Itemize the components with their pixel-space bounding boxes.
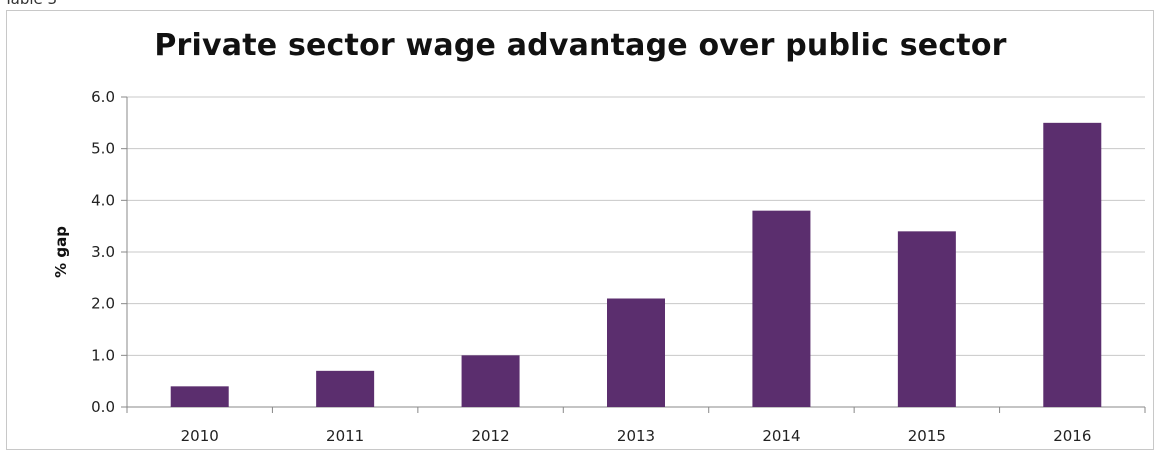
y-tick-label: 4.0: [91, 191, 115, 209]
y-tick-label: 0.0: [91, 398, 115, 416]
y-tick-label: 2.0: [91, 295, 115, 313]
y-tick-labels: 0.0 1.0 2.0 3.0 4.0 5.0 6.0: [91, 88, 115, 416]
bars: [171, 123, 1102, 407]
bar-2016: [1043, 123, 1101, 407]
x-tick-label: 2011: [326, 427, 364, 445]
x-tick-label: 2012: [471, 427, 509, 445]
x-tick-label: 2016: [1053, 427, 1091, 445]
x-tick-labels: 2010 2011 2012 2013 2014 2015 2016: [181, 427, 1092, 445]
bar-2010: [171, 386, 229, 407]
y-tick-label: 3.0: [91, 243, 115, 261]
bar-2011: [316, 371, 374, 407]
bar-2012: [462, 355, 520, 407]
y-tick-label: 1.0: [91, 346, 115, 364]
x-tick-label: 2015: [908, 427, 946, 445]
x-tick-label: 2013: [617, 427, 655, 445]
y-tick-label: 5.0: [91, 140, 115, 158]
y-tick-label: 6.0: [91, 88, 115, 106]
y-axis-title: % gap: [52, 226, 70, 278]
x-tick-label: 2014: [762, 427, 800, 445]
bar-2015: [898, 231, 956, 407]
x-tick-label: 2010: [181, 427, 219, 445]
bar-2013: [607, 299, 665, 408]
bar-2014: [752, 211, 810, 407]
